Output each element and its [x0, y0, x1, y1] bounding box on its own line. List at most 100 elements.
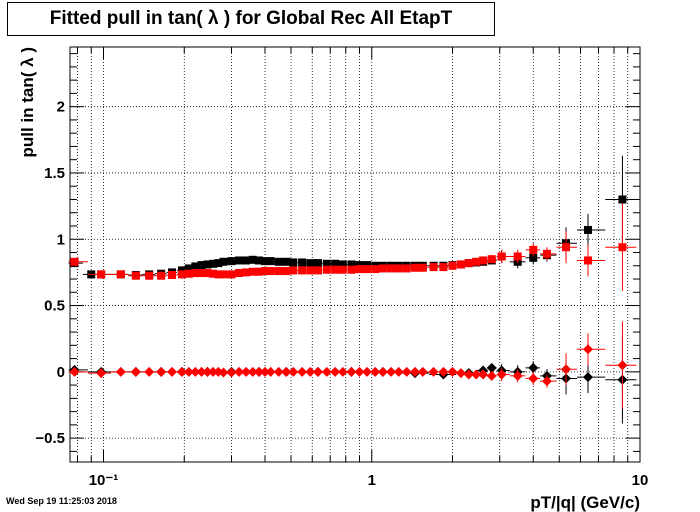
- square-marker: [145, 271, 154, 280]
- square-marker: [479, 256, 488, 265]
- y-axis-label: pull in tan( λ ): [18, 47, 37, 158]
- data-point: [282, 267, 291, 276]
- data-point: [184, 264, 193, 273]
- diamond-marker: [218, 367, 229, 378]
- data-point: [371, 265, 380, 274]
- square-marker: [242, 268, 251, 277]
- square-marker: [289, 266, 298, 275]
- y-tick-label: 2: [57, 99, 65, 116]
- data-point: [227, 257, 236, 266]
- square-marker: [261, 257, 270, 266]
- diamond-marker: [438, 366, 449, 377]
- square-marker: [618, 243, 627, 252]
- data-point: [447, 366, 458, 377]
- data-point: [377, 366, 388, 377]
- square-marker: [529, 245, 538, 254]
- diamond-marker: [528, 362, 539, 373]
- square-marker: [355, 265, 364, 274]
- square-marker: [203, 260, 212, 269]
- square-marker: [131, 271, 140, 280]
- chart-title: Fitted pull in tan( λ ) for Global Rec A…: [7, 2, 495, 36]
- square-marker: [266, 257, 275, 266]
- diamond-marker: [260, 366, 271, 377]
- diamond-marker: [541, 376, 552, 387]
- data-point: [428, 366, 439, 377]
- diamond-marker: [156, 366, 167, 377]
- data-point: [370, 366, 381, 377]
- data-points: [68, 155, 637, 424]
- data-point: [242, 256, 251, 265]
- square-marker: [261, 267, 270, 276]
- diamond-marker: [190, 366, 201, 377]
- data-point: [556, 231, 578, 264]
- data-point: [248, 267, 257, 276]
- data-point: [355, 265, 364, 274]
- square-marker: [227, 257, 236, 266]
- data-point: [265, 366, 276, 377]
- data-point: [479, 256, 488, 265]
- data-point: [255, 256, 264, 265]
- data-point: [266, 257, 275, 266]
- square-marker: [313, 259, 322, 268]
- data-point: [219, 257, 228, 266]
- square-marker: [313, 266, 322, 275]
- x-tick-label: 10: [632, 472, 649, 489]
- diamond-marker: [96, 368, 107, 379]
- diamond-marker: [393, 366, 404, 377]
- data-point: [330, 366, 341, 377]
- data-point: [330, 265, 340, 274]
- square-marker: [298, 266, 307, 275]
- data-point: [428, 263, 439, 272]
- square-marker: [331, 265, 340, 274]
- data-point: [486, 362, 497, 373]
- square-marker: [338, 260, 347, 269]
- data-point: [312, 366, 323, 377]
- data-point: [605, 336, 637, 424]
- square-marker: [378, 264, 387, 273]
- square-marker: [97, 270, 106, 279]
- x-tick-label: 10⁻¹: [89, 472, 119, 489]
- diamond-marker: [281, 366, 292, 377]
- diamond-marker: [386, 366, 397, 377]
- diamond-marker: [512, 370, 523, 381]
- data-point: [605, 203, 637, 291]
- square-marker: [347, 260, 356, 269]
- diamond-marker: [196, 366, 207, 377]
- data-point: [166, 366, 177, 377]
- diamond-marker: [496, 369, 507, 380]
- data-point: [478, 369, 489, 380]
- square-marker: [255, 267, 264, 276]
- data-point: [447, 261, 457, 270]
- data-point: [248, 255, 257, 264]
- diamond-marker: [144, 366, 155, 377]
- data-point: [496, 367, 510, 382]
- data-point: [306, 266, 315, 275]
- data-point: [486, 370, 497, 381]
- data-point: [346, 366, 357, 377]
- square-marker: [177, 270, 186, 279]
- data-point: [338, 265, 348, 274]
- square-marker: [191, 262, 200, 271]
- diamond-marker: [166, 366, 177, 377]
- data-point: [266, 267, 275, 276]
- square-marker: [70, 257, 79, 266]
- data-point: [394, 264, 403, 273]
- grid: [70, 47, 641, 462]
- square-marker: [274, 267, 283, 276]
- square-marker: [429, 263, 438, 272]
- square-marker: [219, 270, 228, 279]
- square-marker: [497, 252, 506, 261]
- square-marker: [456, 260, 465, 269]
- data-point: [322, 259, 331, 268]
- diamond-marker: [176, 366, 187, 377]
- data-point: [184, 269, 193, 278]
- diamond-marker: [463, 369, 474, 380]
- diamond-marker: [377, 366, 388, 377]
- diamond-marker: [69, 366, 80, 377]
- data-point: [282, 257, 291, 266]
- data-point: [438, 366, 449, 377]
- diamond-marker: [401, 366, 412, 377]
- square-marker: [402, 264, 411, 273]
- diamond-marker: [202, 366, 213, 377]
- data-point: [417, 366, 429, 377]
